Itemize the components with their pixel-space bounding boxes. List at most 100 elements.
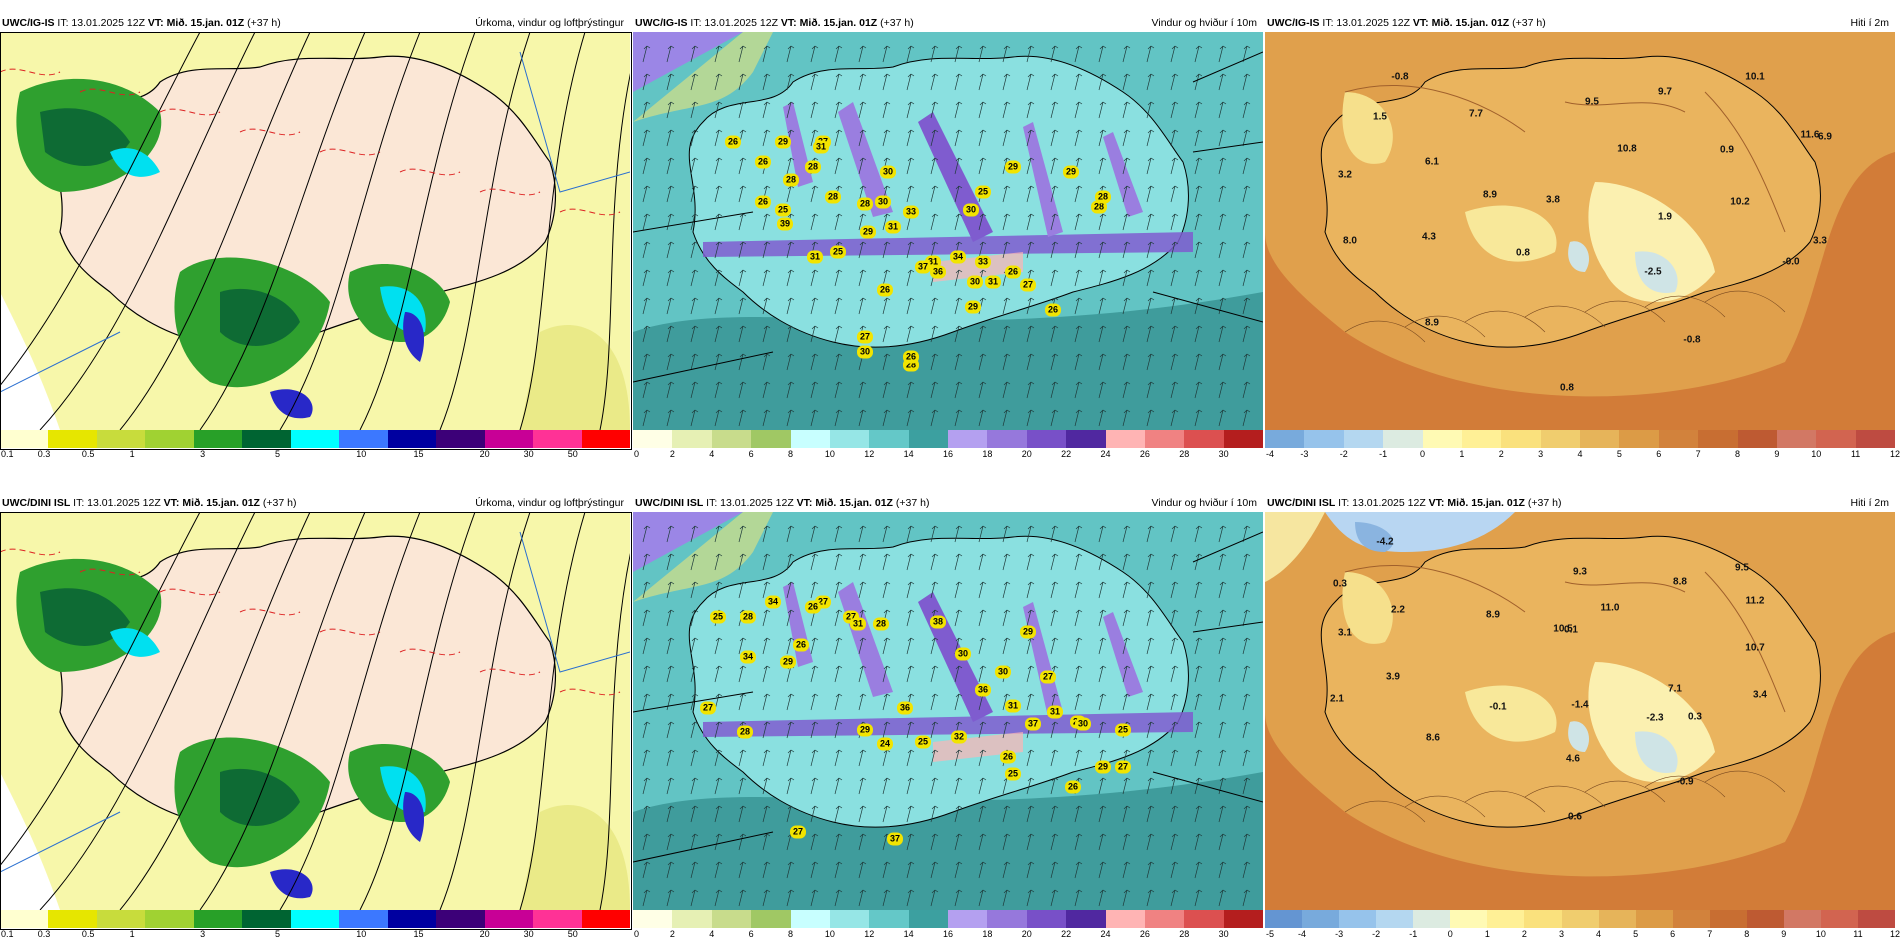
colorbar-tick-label: 26 [1139, 929, 1150, 939]
gust-value-label: 31 [984, 275, 1002, 289]
colorbar-segment [1816, 430, 1856, 448]
init-time: IT: 13.01.2025 12Z [690, 17, 778, 29]
temperature-value-label: 10.2 [1730, 196, 1750, 208]
colorbar-tick-label: 11 [1850, 449, 1861, 459]
colorbar-segment [484, 430, 534, 448]
colorbar-tick-label: 0 [1419, 449, 1426, 459]
gust-value-label: 27 [699, 701, 717, 715]
temperature-value-label: 8.9 [1425, 317, 1439, 329]
colorbar-tick-label: 20 [479, 449, 490, 459]
colorbar-ticks: -4 -3 -2 -1 0 1 2 3 4 5 6 7 8 9 10 11 12 [1265, 448, 1900, 462]
temperature-value-label: 4.3 [1422, 231, 1436, 243]
colorbar-segment [1413, 910, 1451, 928]
gust-value-label: 27 [1019, 278, 1037, 292]
colorbar-tick-label: 9 [1774, 449, 1780, 459]
forecast-panel-1: UWC/IG-IS IT: 13.01.2025 12Z VT: Mið. 15… [0, 14, 631, 462]
panel-run-info: UWC/DINI ISL IT: 13.01.2025 12Z VT: Mið.… [1267, 494, 1561, 512]
precip-map-svg [0, 512, 630, 910]
gust-value-label: 29 [964, 300, 982, 314]
colorbar-tick-label: 8 [1734, 449, 1741, 459]
gust-value-label: 31 [849, 617, 867, 631]
colorbar-segment [1450, 910, 1488, 928]
temp-map-svg [1265, 32, 1895, 430]
model-name: UWC/DINI ISL [2, 497, 71, 509]
gust-value-label: 25 [1004, 767, 1022, 781]
colorbar-tick-label: -3 [1300, 449, 1309, 459]
colorbar-segment [1783, 910, 1821, 928]
panel-header: UWC/DINI ISL IT: 13.01.2025 12Z VT: Mið.… [633, 494, 1263, 512]
colorbar-segment [751, 430, 791, 448]
wind-map: 2534282734262726312928383029273036312627… [633, 512, 1263, 910]
colorbar-tick-label: 16 [942, 449, 954, 459]
gust-value-label: 27 [1039, 670, 1057, 684]
colorbar-segment [829, 910, 870, 928]
colorbar-segment [48, 430, 97, 448]
gust-value-label: 25 [709, 610, 727, 624]
colorbar-segment [1598, 910, 1636, 928]
colorbar-segment [1820, 910, 1858, 928]
precip-map [0, 32, 630, 430]
colorbar-tick-label: 50 [567, 929, 578, 939]
gust-value-label: 30 [879, 165, 897, 179]
colorbar-tick-label: -1 [1379, 449, 1388, 459]
colorbar-segment [1105, 910, 1145, 928]
colorbar-segment [533, 910, 582, 928]
colorbar-segment [1105, 430, 1145, 448]
colorbar-segment [533, 430, 582, 448]
colorbar-segment [829, 430, 870, 448]
gust-value-label: 29 [779, 655, 797, 669]
colorbar-segment [145, 910, 194, 928]
colorbar-tick-label: 7 [1707, 929, 1713, 939]
temperature-value-label: 10.8 [1617, 143, 1637, 155]
temperature-value-label: 9.5 [1735, 562, 1749, 574]
gust-value-label: 28 [872, 617, 890, 631]
colorbar-tick-label: 14 [903, 929, 914, 939]
colorbar-tick-label: 3 [200, 929, 206, 939]
gust-value-label: 26 [1004, 265, 1022, 279]
colorbar-tick-label: 3 [200, 449, 206, 459]
colorbar-segment [436, 910, 485, 928]
gust-value-label: 28 [824, 190, 842, 204]
gust-value-label: 29 [774, 135, 792, 149]
temperature-value-label: 8.9 [1483, 189, 1497, 201]
colorbar-tick-label: 30 [1218, 929, 1229, 939]
colorbar-tick-label: -2 [1339, 449, 1348, 459]
colorbar-tick-label: -5 [1266, 929, 1275, 939]
temperature-value-label: -2.5 [1644, 266, 1662, 278]
colorbar-tick-label: 30 [523, 929, 534, 939]
init-time: IT: 13.01.2025 12Z [1338, 497, 1426, 509]
init-time: IT: 13.01.2025 12Z [73, 497, 161, 509]
colorbar-segment [1376, 910, 1414, 928]
temp-map-svg [1265, 512, 1895, 910]
temperature-value-label: 4.6 [1566, 753, 1580, 765]
colorbar-tick-label: 20 [1021, 929, 1032, 939]
gust-value-label: 29 [1094, 760, 1112, 774]
colorbar-segment [193, 910, 243, 928]
temperature-value-label: 0.3 [1688, 711, 1702, 723]
colorbar-tick-label: 16 [942, 929, 954, 939]
colorbar-tick-label: 4 [1577, 449, 1583, 459]
temperature-value-label: 6.9 [1818, 131, 1832, 143]
gust-value-label: 30 [874, 195, 892, 209]
colorbar-tick-label: 22 [1061, 929, 1072, 939]
colorbar-tick-label: 30 [523, 449, 534, 459]
colorbar-tick-label: 12 [864, 449, 875, 459]
temperature-value-label: -0.1 [1489, 701, 1507, 713]
temperature-value-label: 9.3 [1573, 566, 1587, 578]
panel-title: Úrkoma, vindur og loftþrýstingur [475, 497, 624, 509]
panel-title: Hiti í 2m [1850, 17, 1889, 29]
temperature-value-label: 10.5 [1553, 623, 1573, 635]
colorbar-segment [790, 430, 830, 448]
colorbar-tick-label: 5 [275, 929, 281, 939]
colorbar-segment [948, 910, 988, 928]
colorbar-segment [1066, 910, 1106, 928]
colorbar-ticks: 0 2 4 6 8 10 12 14 16 18 20 22 24 26 28 30 [633, 928, 1263, 942]
gust-value-label: 26 [754, 195, 772, 209]
colorbar-segment [1776, 430, 1817, 448]
temperature-value-label: 8.8 [1673, 576, 1687, 588]
colorbar-segment [869, 910, 909, 928]
colorbar-segment [1304, 430, 1344, 448]
colorbar-tick-label: 18 [982, 929, 993, 939]
panel-header: UWC/IG-IS IT: 13.01.2025 12Z VT: Mið. 15… [633, 14, 1263, 32]
colorbar-tick-label: -4 [1266, 449, 1275, 459]
